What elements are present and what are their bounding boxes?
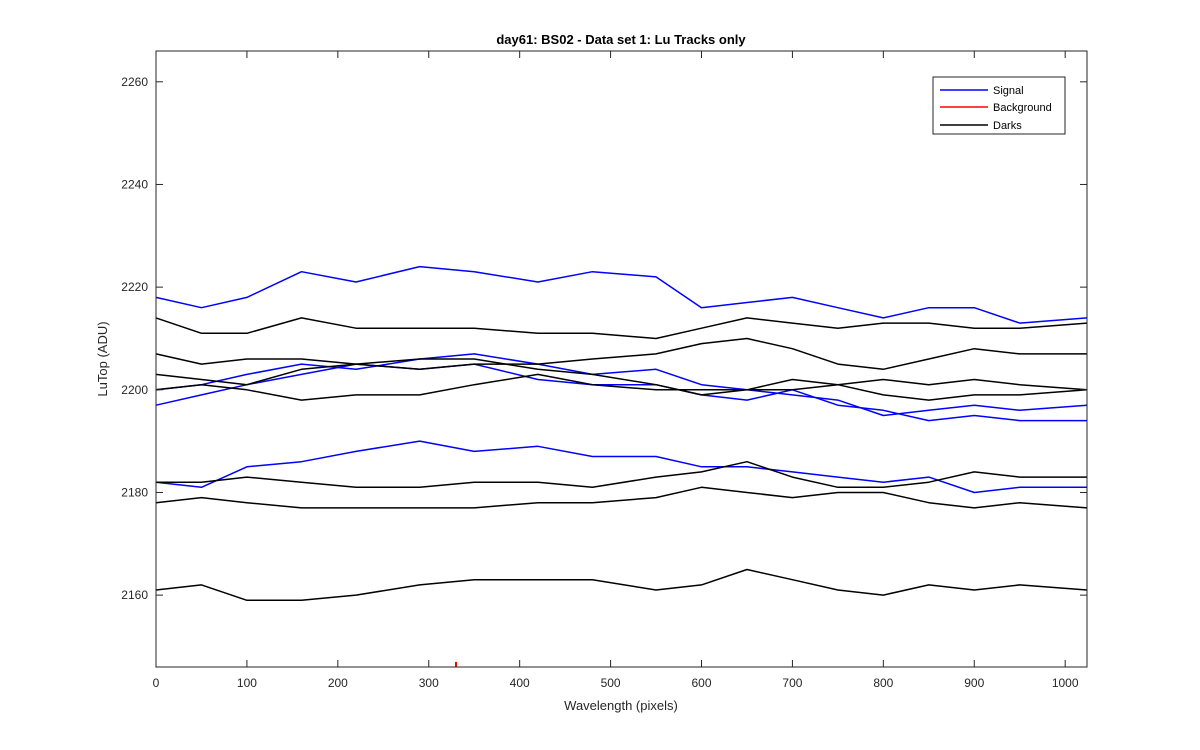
legend-label-darks: Darks: [993, 120, 1022, 132]
series-layer: [155, 265, 1088, 667]
series-line-signal-1: [155, 353, 1088, 417]
x-tick-label: 800: [873, 676, 893, 690]
y-tick-label: 2260: [121, 75, 148, 89]
series-line-darks-5: [155, 317, 1088, 340]
x-tick-label: 400: [510, 676, 530, 690]
x-tick-label: 100: [237, 676, 257, 690]
series-line-darks-11: [155, 568, 1088, 602]
x-tick-label: 300: [419, 676, 439, 690]
x-tick-label: 600: [691, 676, 711, 690]
series-line-darks-6: [155, 337, 1087, 371]
series-line-darks-7: [155, 358, 1088, 401]
x-tick-label: 700: [782, 676, 802, 690]
tick-layer: 0 100 200 300 400 500 600 700 800 900 1000 2160 2180…: [121, 51, 1087, 690]
y-tick-label: 2220: [121, 280, 148, 294]
x-tick-label: 1000: [1052, 676, 1079, 690]
x-tick-label: 0: [153, 676, 160, 690]
x-tick-label: 500: [601, 676, 621, 690]
y-axis-label: LuTop (ADU): [95, 321, 110, 396]
chart-title: day61: BS02 - Data set 1: Lu Tracks only: [496, 32, 746, 47]
series-line-signal-0: [155, 265, 1088, 324]
plot-frame: [155, 50, 1088, 668]
series-line-darks-10: [155, 486, 1088, 509]
series-line-signal-3: [155, 440, 1087, 494]
series-line-darks-8: [155, 373, 1088, 401]
legend-label-background: Background: [993, 102, 1052, 114]
legend: Signal Background Darks: [932, 76, 1066, 135]
x-tick-label: 900: [964, 676, 984, 690]
x-axis-label: Wavelength (pixels): [564, 698, 678, 713]
series-line-darks-9: [156, 460, 1087, 489]
y-tick-label: 2180: [121, 485, 148, 499]
y-tick-label: 2200: [121, 383, 148, 397]
y-tick-label: 2240: [121, 177, 148, 191]
x-tick-label: 200: [328, 676, 348, 690]
legend-label-signal: Signal: [993, 85, 1024, 97]
y-tick-label: 2160: [121, 588, 148, 602]
